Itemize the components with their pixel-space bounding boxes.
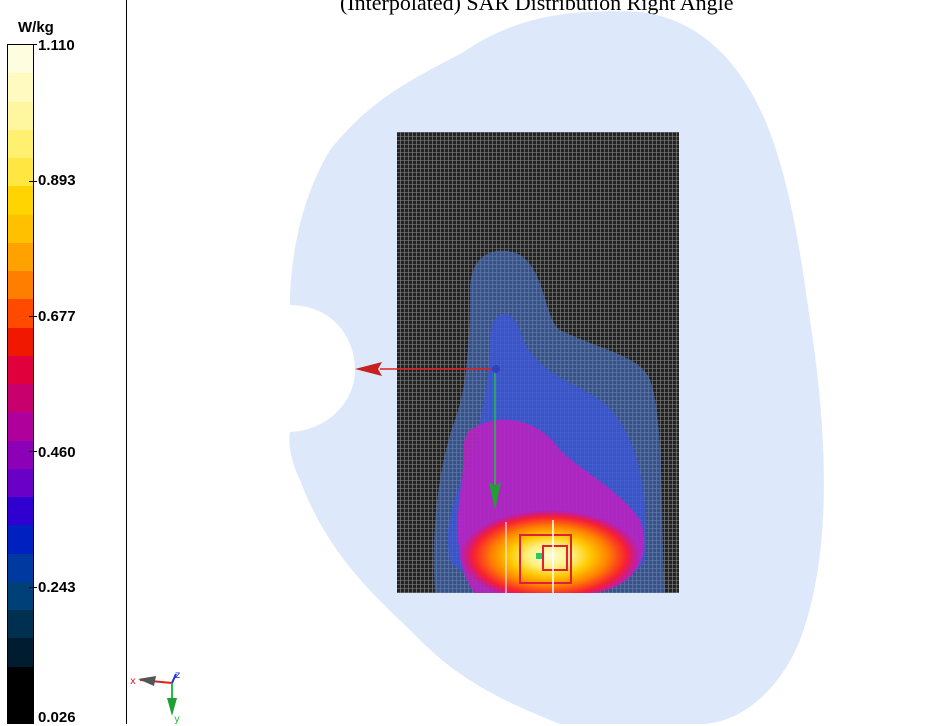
colorbar-segment xyxy=(8,45,33,74)
colorbar-tick xyxy=(29,587,37,588)
arrowhead-left xyxy=(355,362,382,376)
colorbar-segment xyxy=(8,610,33,639)
arrowhead-down xyxy=(489,482,501,510)
colorbar-unit: W/kg xyxy=(18,19,54,36)
sar-hotspot xyxy=(460,510,640,593)
zoom-scan-box-inner xyxy=(542,545,568,571)
colorbar-label: 0.243 xyxy=(38,579,76,596)
colorbar-label: 0.893 xyxy=(38,172,76,189)
colorbar-segment xyxy=(8,525,33,554)
colorbar-segment xyxy=(8,497,33,526)
colorbar-label-min: 0.026 xyxy=(38,709,76,726)
axis-z-label: z xyxy=(175,670,180,681)
colorbar-segment xyxy=(8,638,33,667)
panel-divider xyxy=(126,0,127,724)
colorbar-segment xyxy=(8,73,33,102)
colorbar-tick xyxy=(29,316,37,317)
zoom-scan-box-outer xyxy=(519,534,572,584)
reference-origin xyxy=(492,365,500,373)
colorbar-segment xyxy=(8,468,33,498)
axis-x-label: x xyxy=(130,676,136,687)
colorbar-segment xyxy=(8,694,33,724)
axes-triad: x y z xyxy=(130,670,180,724)
colorbar-segment xyxy=(8,327,33,357)
colorbar-segment xyxy=(8,101,33,131)
colorbar-tick xyxy=(29,181,37,182)
figure-caption: (Interpolated) SAR Distribution Right An… xyxy=(340,0,734,15)
colorbar-segment xyxy=(8,186,33,215)
colorbar-segment xyxy=(8,214,33,244)
colorbar-segment xyxy=(8,129,33,159)
colorbar-label: 0.460 xyxy=(38,444,76,461)
colorbar-segment xyxy=(8,581,33,611)
colorbar-tick xyxy=(29,451,37,452)
colorbar-segment xyxy=(8,384,33,413)
colorbar-segment xyxy=(8,242,33,272)
colorbar-segment xyxy=(8,666,33,696)
colorbar xyxy=(7,44,34,724)
colorbar-label-max: 1.110 xyxy=(38,37,75,54)
colorbar-segment xyxy=(8,553,33,583)
colorbar-segment xyxy=(8,299,33,328)
colorbar-label: 0.677 xyxy=(38,308,76,325)
colorbar-segment xyxy=(8,271,33,300)
colorbar-segment xyxy=(8,412,33,441)
colorbar-tick xyxy=(29,44,37,45)
axis-y-label: y xyxy=(174,714,180,724)
colorbar-segment xyxy=(8,440,33,470)
colorbar-segment xyxy=(8,355,33,385)
colorbar-segment xyxy=(8,158,33,187)
